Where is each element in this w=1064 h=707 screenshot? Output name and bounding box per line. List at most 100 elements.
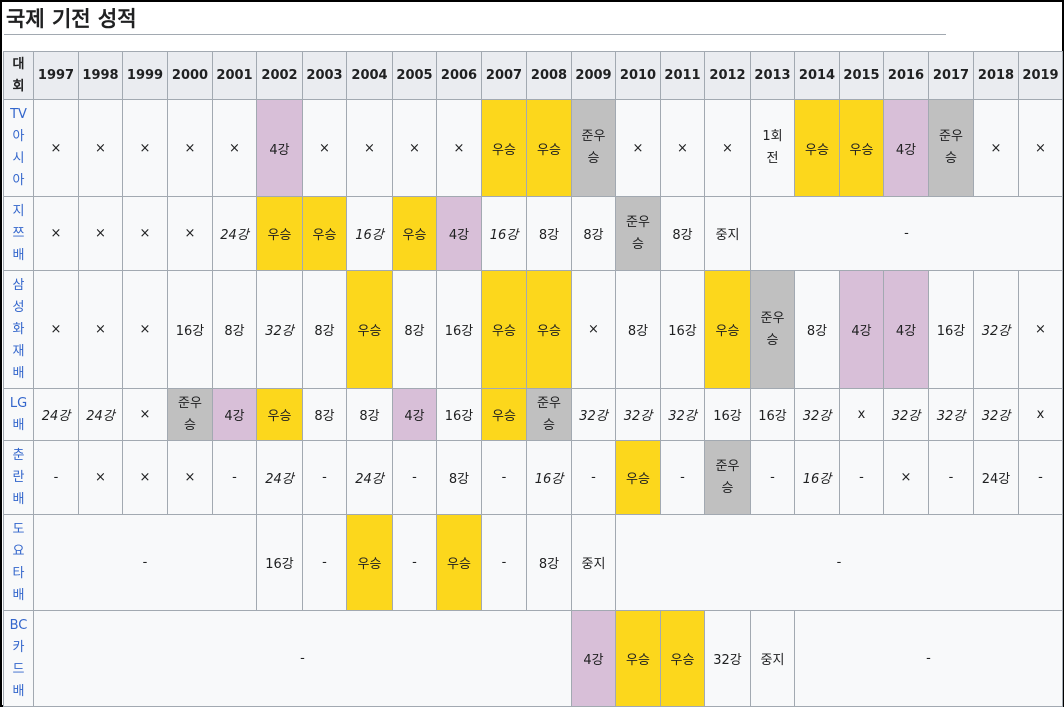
result-cell: - <box>392 514 437 611</box>
result-cell: - <box>212 440 257 515</box>
result-cell: 16강 <box>346 196 393 271</box>
result-cell: - <box>750 440 795 515</box>
year-header-2005: 2005 <box>392 51 437 100</box>
result-cell: × <box>973 99 1019 197</box>
result-cell: 16강 <box>660 270 705 389</box>
result-cell: 16강 <box>704 388 751 441</box>
result-cell: × <box>571 270 616 389</box>
result-cell: - <box>392 440 437 515</box>
year-header-2006: 2006 <box>436 51 482 100</box>
result-cell: - <box>1018 440 1063 515</box>
result-cell: 8강 <box>392 270 437 389</box>
result-cell: 준우 승 <box>526 388 572 441</box>
year-header-2015: 2015 <box>839 51 884 100</box>
result-cell: 우승 <box>481 270 527 389</box>
result-cell: 8강 <box>346 388 393 441</box>
result-cell: 16강 <box>526 440 572 515</box>
result-cell: 우승 <box>615 440 661 515</box>
result-cell: - <box>615 514 1063 611</box>
result-cell: 우승 <box>660 610 705 707</box>
table-row: 도 요 타 배 -16강 - 우승 - 우승 -8강 중지 - <box>3 514 1063 611</box>
result-cell: 우승 <box>256 388 303 441</box>
year-header-2009: 2009 <box>571 51 616 100</box>
result-cell: 4강 <box>839 270 884 389</box>
result-cell: 우승 <box>392 196 437 271</box>
year-header-2004: 2004 <box>346 51 393 100</box>
result-cell: × <box>122 440 168 515</box>
result-cell: 중지 <box>704 196 751 271</box>
result-cell: 16강 <box>167 270 213 389</box>
result-cell: 24강 <box>346 440 393 515</box>
result-cell: 준우 승 <box>615 196 661 271</box>
result-cell: 4강 <box>212 388 257 441</box>
result-cell: 8강 <box>302 388 347 441</box>
result-cell: × <box>883 440 929 515</box>
result-cell: - <box>33 514 257 611</box>
table-row: LG 배 24강 24강 × 준우 승 4강 우승 8강 8강 4강 16강 우승 준우 승 32강 32강 32강… <box>3 388 1063 441</box>
result-cell: - <box>481 514 527 611</box>
result-cell: x <box>839 388 884 441</box>
result-cell: 우승 <box>256 196 303 271</box>
result-cell: 24강 <box>78 388 123 441</box>
result-cell: 우승 <box>704 270 751 389</box>
result-cell: 8강 <box>436 440 482 515</box>
result-cell: 우승 <box>481 99 527 197</box>
result-cell: 우승 <box>615 610 661 707</box>
result-cell: × <box>122 196 168 271</box>
table-row: 지 쯔 배 × × × × 24강 우승 우승 16강 우승 4강 16강 8강 8강 준우 승 8강 중지 - <box>3 196 1063 271</box>
result-cell: 24강 <box>973 440 1019 515</box>
year-header-1997: 1997 <box>33 51 79 100</box>
year-header-1999: 1999 <box>122 51 168 100</box>
result-cell: × <box>615 99 661 197</box>
result-cell: - <box>33 440 79 515</box>
result-cell: × <box>78 196 123 271</box>
result-cell: 16강 <box>794 440 840 515</box>
result-cell: 준우 승 <box>704 440 751 515</box>
year-header-2002: 2002 <box>256 51 303 100</box>
result-cell: × <box>78 270 123 389</box>
result-cell: × <box>167 196 213 271</box>
result-cell: - <box>794 610 1063 707</box>
result-cell: × <box>346 99 393 197</box>
result-cell: × <box>122 270 168 389</box>
result-cell: - <box>33 610 572 707</box>
tournament-link[interactable]: BC 카 드 배 <box>3 610 34 707</box>
tournament-link[interactable]: LG 배 <box>3 388 34 441</box>
result-cell: 32강 <box>615 388 661 441</box>
result-cell: 16강 <box>436 270 482 389</box>
year-header-2003: 2003 <box>302 51 347 100</box>
result-cell: × <box>33 270 79 389</box>
result-cell: 16강 <box>481 196 527 271</box>
result-cell: 24강 <box>212 196 257 271</box>
result-cell: 8강 <box>615 270 661 389</box>
result-cell: 8강 <box>794 270 840 389</box>
tournament-link[interactable]: TV 아 시 아 <box>3 99 34 197</box>
result-cell: × <box>1018 99 1063 197</box>
result-cell: × <box>167 440 213 515</box>
result-cell: 32강 <box>256 270 303 389</box>
header-row: 대 회 1997 1998 1999 2000 2001 2002 2003 2004 2005 20… <box>3 51 1063 100</box>
result-cell: 4강 <box>883 99 929 197</box>
result-cell: × <box>660 99 705 197</box>
year-header-2016: 2016 <box>883 51 929 100</box>
result-cell: 16강 <box>256 514 303 611</box>
result-cell: × <box>78 440 123 515</box>
result-cell: × <box>1018 270 1063 389</box>
year-header-2001: 2001 <box>212 51 257 100</box>
year-header-2017: 2017 <box>928 51 974 100</box>
result-cell: 중지 <box>750 610 795 707</box>
result-cell: 32강 <box>571 388 616 441</box>
result-cell: - <box>928 440 974 515</box>
result-cell: - <box>481 440 527 515</box>
result-cell: × <box>302 99 347 197</box>
result-cell: 준우 승 <box>928 99 974 197</box>
result-cell: 우승 <box>526 99 572 197</box>
result-cell: 우승 <box>794 99 840 197</box>
result-cell: 24강 <box>256 440 303 515</box>
result-cell: 우승 <box>839 99 884 197</box>
result-cell: - <box>839 440 884 515</box>
